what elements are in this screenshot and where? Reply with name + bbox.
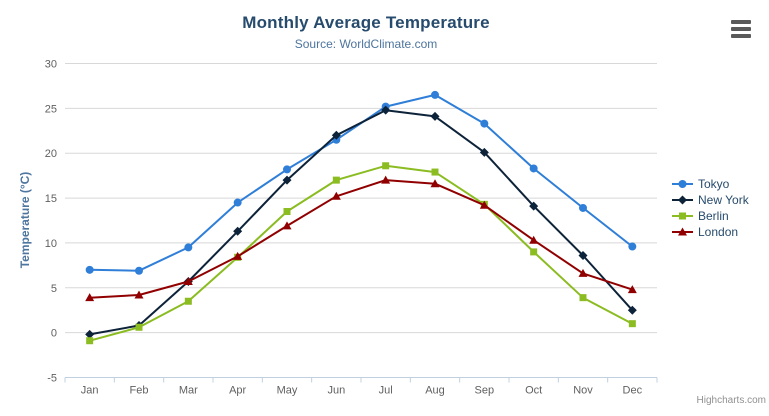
legend-marker-tokyo: [678, 179, 687, 188]
point-london-may[interactable]: [282, 221, 292, 230]
legend-label-tokyo: Tokyo: [698, 176, 730, 191]
point-new-york-may[interactable]: [282, 175, 292, 185]
point-new-york-jun[interactable]: [331, 130, 341, 140]
point-berlin-jan[interactable]: [86, 337, 94, 345]
legend-circle-icon: [672, 179, 693, 188]
point-tokyo-mar[interactable]: [184, 243, 193, 252]
point-london-jun[interactable]: [331, 191, 341, 200]
point-berlin-jul[interactable]: [382, 162, 390, 170]
legend-item-berlin[interactable]: Berlin: [672, 208, 749, 223]
x-tick-label: Mar: [179, 385, 198, 397]
y-tick-label: 15: [45, 193, 57, 205]
chart-title: Monthly Average Temperature: [242, 13, 490, 32]
export-menu-button[interactable]: [728, 18, 754, 40]
point-new-york-dec[interactable]: [627, 305, 637, 315]
y-tick-label: -5: [47, 373, 57, 385]
point-london-dec[interactable]: [627, 285, 637, 294]
legend-label-berlin: Berlin: [698, 208, 729, 223]
x-tick-label: Jul: [379, 385, 393, 397]
series-line-tokyo: [88, 93, 634, 272]
series-line-london: [88, 179, 634, 299]
x-tick-label: Jan: [81, 385, 99, 397]
point-london-jan[interactable]: [85, 293, 95, 302]
point-new-york-sep[interactable]: [479, 147, 489, 157]
point-london-feb[interactable]: [134, 290, 144, 299]
legend-triangle-icon: [672, 227, 693, 235]
x-tick-label: Nov: [573, 385, 593, 397]
y-tick-label: 10: [45, 238, 57, 250]
x-tick-label: Sep: [475, 385, 495, 397]
point-london-aug[interactable]: [430, 179, 440, 188]
point-berlin-mar[interactable]: [184, 297, 192, 305]
legend-marker-london: [678, 227, 687, 235]
point-tokyo-dec[interactable]: [628, 242, 637, 251]
y-tick-label: 5: [51, 283, 57, 295]
point-tokyo-oct[interactable]: [529, 164, 538, 173]
y-tick-label: 25: [45, 103, 57, 115]
y-axis-title: Temperature (°C): [18, 171, 32, 269]
point-berlin-oct[interactable]: [530, 248, 538, 256]
legend-square-icon: [672, 212, 693, 219]
highcharts-credit[interactable]: Highcharts.com: [696, 395, 766, 406]
x-tick-label: Dec: [623, 385, 643, 397]
point-tokyo-aug[interactable]: [431, 90, 439, 99]
x-tick-label: May: [277, 385, 298, 397]
series-line-new-york: [88, 109, 634, 336]
point-new-york-jul[interactable]: [381, 105, 391, 115]
point-tokyo-feb[interactable]: [135, 266, 143, 275]
x-tick-label: Apr: [229, 385, 246, 397]
y-tick-label: 0: [51, 328, 57, 340]
x-tick-label: Aug: [425, 385, 445, 397]
point-tokyo-nov[interactable]: [579, 203, 587, 212]
point-berlin-may[interactable]: [283, 208, 291, 216]
point-berlin-nov[interactable]: [579, 294, 587, 302]
point-tokyo-apr[interactable]: [233, 198, 242, 207]
point-berlin-aug[interactable]: [431, 168, 439, 176]
point-london-apr[interactable]: [233, 251, 243, 260]
y-tick-label: 20: [45, 148, 57, 160]
legend-item-tokyo[interactable]: Tokyo: [672, 176, 749, 191]
chart-subtitle: Source: WorldClimate.com: [294, 37, 438, 51]
point-london-nov[interactable]: [578, 268, 588, 277]
point-london-oct[interactable]: [529, 235, 539, 244]
point-new-york-oct[interactable]: [529, 201, 539, 211]
point-tokyo-may[interactable]: [283, 165, 291, 174]
legend-diamond-icon: [672, 195, 693, 204]
point-new-york-apr[interactable]: [233, 226, 243, 236]
hamburger-icon: [731, 20, 751, 24]
point-london-jul[interactable]: [381, 175, 391, 184]
point-tokyo-jan[interactable]: [85, 265, 94, 274]
point-london-sep[interactable]: [479, 200, 489, 209]
point-tokyo-sep[interactable]: [480, 119, 489, 128]
point-berlin-feb[interactable]: [135, 323, 143, 331]
x-tick-label: Oct: [525, 385, 542, 397]
point-new-york-jan[interactable]: [85, 329, 95, 339]
x-tick-label: Feb: [130, 385, 149, 397]
legend-item-london[interactable]: London: [672, 224, 749, 239]
legend-label-london: London: [698, 224, 739, 239]
series-line-berlin: [88, 164, 634, 342]
point-new-york-aug[interactable]: [430, 111, 440, 121]
legend: Tokyo New York Berlin London: [672, 176, 749, 239]
hamburger-icon: [731, 34, 751, 38]
x-tick-label: Jun: [327, 385, 345, 397]
point-new-york-nov[interactable]: [578, 250, 588, 260]
legend-marker-new-york: [678, 195, 687, 204]
legend-item-new-york[interactable]: New York: [672, 192, 749, 207]
hamburger-icon: [731, 27, 751, 31]
point-berlin-dec[interactable]: [628, 320, 636, 328]
legend-marker-berlin: [679, 212, 686, 219]
point-london-mar[interactable]: [183, 277, 193, 286]
y-tick-label: 30: [45, 59, 57, 71]
point-berlin-jun[interactable]: [332, 176, 340, 184]
legend-label-new-york: New York: [698, 192, 749, 207]
